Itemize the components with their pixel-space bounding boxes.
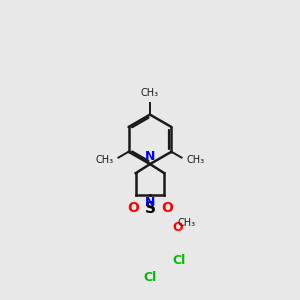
Text: N: N	[145, 150, 155, 164]
Text: CH₃: CH₃	[96, 155, 114, 165]
Bar	[144, 203, 156, 214]
Text: O: O	[127, 201, 139, 215]
Text: O: O	[161, 201, 173, 215]
Text: CH₃: CH₃	[186, 155, 204, 165]
Text: Cl: Cl	[143, 271, 157, 284]
Text: S: S	[145, 201, 155, 216]
Text: Cl: Cl	[173, 254, 186, 267]
Text: CH₃: CH₃	[141, 88, 159, 98]
Text: N: N	[145, 196, 155, 209]
Text: CH₃: CH₃	[177, 218, 195, 228]
Text: O: O	[173, 221, 184, 234]
